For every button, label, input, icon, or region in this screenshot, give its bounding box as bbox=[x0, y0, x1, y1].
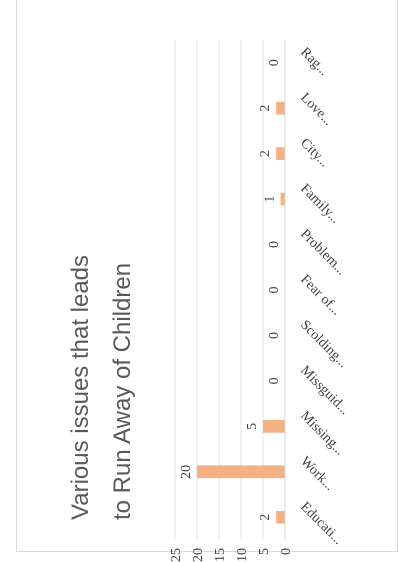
data-label: 2 bbox=[258, 105, 273, 112]
data-label: 2 bbox=[258, 150, 273, 157]
data-label: 0 bbox=[267, 287, 282, 294]
data-label: 0 bbox=[267, 377, 282, 384]
data-label: 0 bbox=[267, 332, 282, 339]
data-label: 5 bbox=[245, 423, 260, 430]
title-line-2: to Run Away of Children bbox=[109, 263, 136, 520]
category-label: Scolding... bbox=[297, 318, 350, 371]
bar bbox=[276, 147, 285, 160]
bar bbox=[263, 420, 285, 433]
category-label: Fear of... bbox=[297, 272, 343, 318]
category-label: Educati... bbox=[297, 499, 345, 547]
y-tick-label: 0 bbox=[279, 548, 294, 555]
chart-area bbox=[16, 0, 398, 552]
y-tick-label: 5 bbox=[257, 548, 272, 555]
category-label: City... bbox=[297, 136, 331, 170]
category-label: Love... bbox=[297, 90, 335, 128]
data-label: 20 bbox=[179, 465, 194, 479]
category-label: Rag... bbox=[297, 45, 331, 79]
y-tick-label: 20 bbox=[191, 548, 206, 562]
y-tick-label: 15 bbox=[213, 548, 228, 562]
data-label: 0 bbox=[267, 241, 282, 248]
title-line-1: Various issues that leads bbox=[67, 255, 94, 520]
bar bbox=[197, 465, 285, 479]
chart-title: Various issues that leads to Run Away of… bbox=[67, 255, 136, 520]
data-label: 1 bbox=[263, 196, 278, 203]
bar bbox=[276, 510, 285, 524]
category-label: Work... bbox=[297, 454, 337, 494]
bar bbox=[276, 101, 285, 115]
y-tick-label: 10 bbox=[235, 548, 250, 562]
bar bbox=[280, 192, 285, 206]
data-label: 0 bbox=[267, 59, 282, 66]
y-tick-label: 25 bbox=[169, 548, 184, 562]
category-label: Family... bbox=[297, 181, 342, 226]
data-label: 2 bbox=[258, 514, 273, 521]
category-label: Problem... bbox=[297, 227, 349, 279]
